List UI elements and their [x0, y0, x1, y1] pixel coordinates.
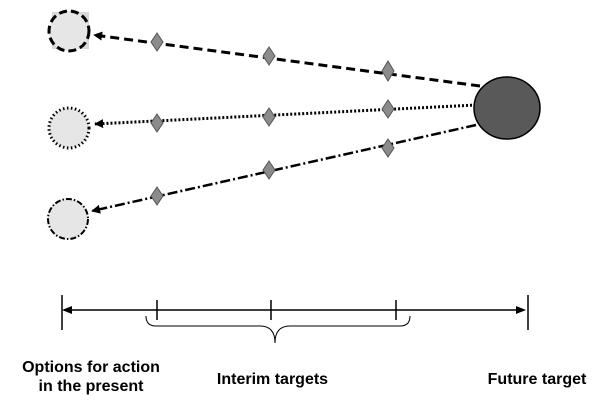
interim-marker-middle-3: [381, 99, 395, 119]
interim-marker-bottom-2: [262, 160, 276, 180]
option-bottom-circle: [47, 198, 89, 240]
options-label-line1: Options for action: [22, 359, 160, 376]
interim-targets-label: Interim targets: [216, 371, 329, 388]
timeline-arrowhead-right: [516, 306, 526, 314]
interim-marker-top-2: [262, 46, 276, 66]
timeline-arrowhead-left: [62, 306, 72, 314]
interim-marker-bottom-1: [150, 186, 164, 206]
interim-marker-top-3: [381, 60, 395, 82]
interim-marker-bottom-3: [381, 138, 395, 158]
future-target-label: Future target: [487, 371, 587, 388]
interim-brace: [145, 315, 411, 344]
options-label-line2: in the present: [38, 378, 144, 395]
interim-marker-top-1: [150, 32, 164, 52]
future-target-circle: [473, 76, 541, 140]
option-top-circle: [47, 9, 91, 53]
option-middle-circle: [47, 106, 91, 150]
path-bottom-arrow: [91, 123, 477, 214]
options-label: Options for action in the present: [2, 358, 180, 396]
interim-marker-middle-1: [150, 113, 164, 133]
interim-marker-middle-2: [262, 107, 276, 127]
